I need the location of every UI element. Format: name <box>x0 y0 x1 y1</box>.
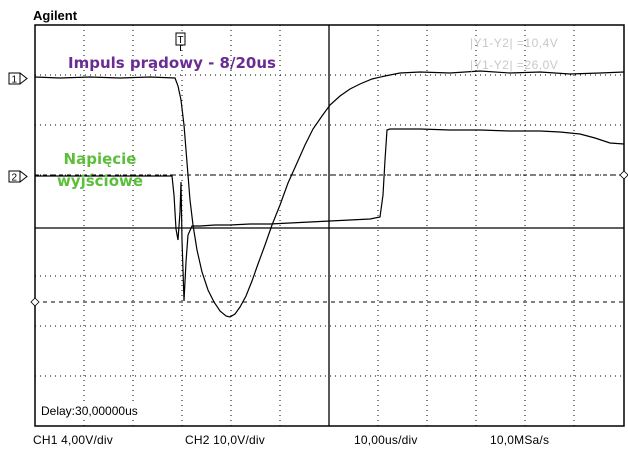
output-voltage-label-line2: wyjściowe <box>56 172 144 190</box>
delay-readout: Delay:30,00000us <box>40 404 139 418</box>
ch2-marker-icon <box>8 170 28 183</box>
trigger-marker-icon <box>175 32 186 51</box>
ch1-current-trace <box>34 70 625 318</box>
sample-rate-readout: 10,0MSa/s <box>490 433 550 447</box>
ch2-voltage-trace <box>35 128 625 302</box>
trigger-marker-text: T <box>178 35 184 46</box>
measurement-1: |Y1-Y2| =10,4V <box>470 36 559 50</box>
timebase-readout: 10,00us/div <box>354 433 418 447</box>
output-voltage-label: Napięcie wyjściowe <box>40 148 160 192</box>
current-pulse-label: Impuls prądowy - 8/20us <box>68 54 276 72</box>
measurement-2: |Y1-Y2| =26,0V <box>470 58 559 72</box>
ch2-marker-text: 2 <box>12 173 18 184</box>
ch1-marker-text: 1 <box>12 75 18 86</box>
center-axes <box>35 25 624 426</box>
ch2-scale-readout: CH2 10,0V/div <box>185 433 265 447</box>
ch1-scale-readout: CH1 4,00V/div <box>33 433 113 447</box>
cursor-diamond-icons <box>30 170 628 307</box>
output-voltage-label-line1: Napięcie <box>63 150 137 168</box>
brand-logo-text: Agilent <box>33 8 78 23</box>
cursor-lines <box>35 174 624 303</box>
ch1-marker-icon <box>8 72 28 85</box>
